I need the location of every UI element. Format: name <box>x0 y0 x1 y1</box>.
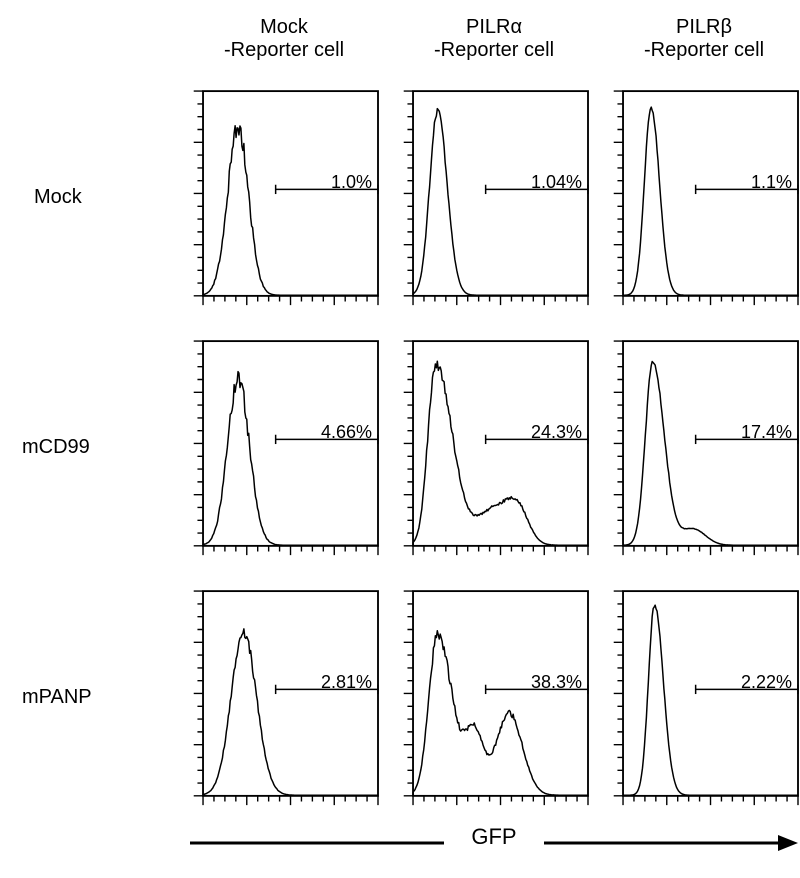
panel-r1-c2: 17.4% <box>610 340 798 560</box>
x-axis-label: GFP <box>444 824 544 850</box>
panel-r0-c1: 1.04% <box>400 90 588 310</box>
gate-label: 17.4% <box>741 422 792 443</box>
facs-figure: Mock -Reporter cell PILRα -Reporter cell… <box>0 0 800 878</box>
gate-label: 1.0% <box>331 172 372 193</box>
row-label-mpanp: mPANP <box>22 686 92 709</box>
gate-label: 1.04% <box>531 172 582 193</box>
panel-r2-c2: 2.22% <box>610 590 798 810</box>
panel-r1-c1: 24.3% <box>400 340 588 560</box>
gate-label: 2.22% <box>741 672 792 693</box>
gate-label: 4.66% <box>321 422 372 443</box>
row-label-mcd99: mCD99 <box>22 436 90 459</box>
gate-label: 24.3% <box>531 422 582 443</box>
panel-r1-c0: 4.66% <box>190 340 378 560</box>
panel-r0-c0: 1.0% <box>190 90 378 310</box>
col-header-pilrb: PILRβ -Reporter cell <box>577 16 800 62</box>
panel-r2-c0: 2.81% <box>190 590 378 810</box>
gate-label: 38.3% <box>531 672 582 693</box>
row-label-mock: Mock <box>34 186 82 209</box>
gate-label: 2.81% <box>321 672 372 693</box>
gate-label: 1.1% <box>751 172 792 193</box>
panel-r0-c2: 1.1% <box>610 90 798 310</box>
panel-r2-c1: 38.3% <box>400 590 588 810</box>
